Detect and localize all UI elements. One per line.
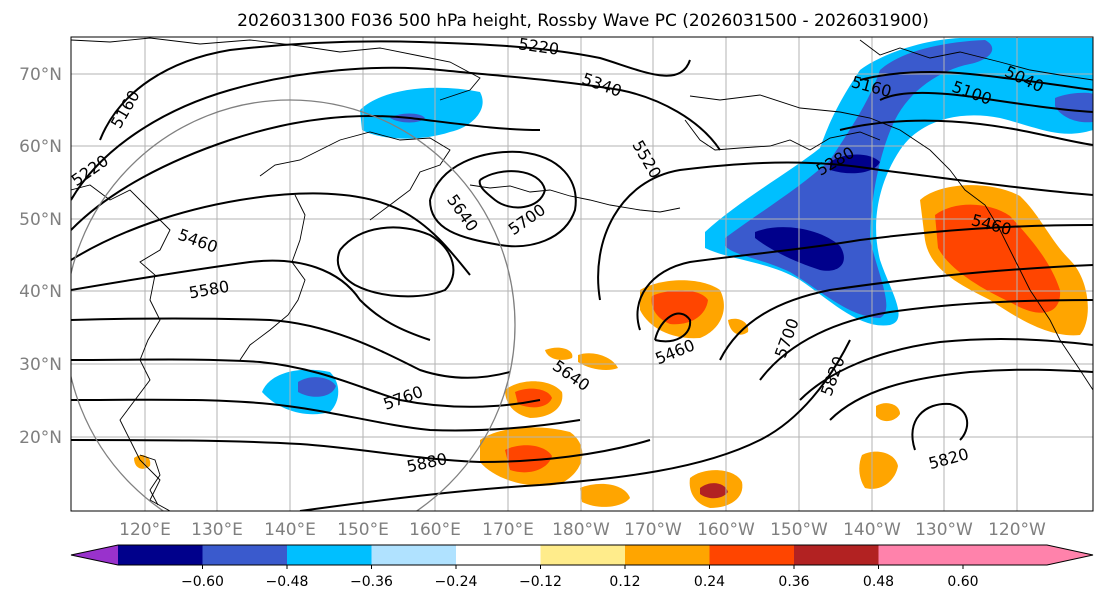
colorbar-tick-label: −0.60 xyxy=(181,574,224,590)
map-frame xyxy=(70,36,1094,512)
lon-label: 160°W xyxy=(697,520,755,540)
colorbar-extend-max xyxy=(963,545,1093,565)
colorbar-tick-marks xyxy=(202,565,964,569)
map-panel: 5160 5220 5220 5340 5520 5640 5700 5460 … xyxy=(70,34,1094,512)
lat-label: 60°N xyxy=(19,137,62,157)
pos-anomaly-region xyxy=(935,204,1061,313)
colorbar-tick-label: −0.36 xyxy=(350,574,393,590)
lon-label: 130°E xyxy=(191,520,243,540)
neg-anomaly-region xyxy=(1055,92,1093,123)
colorbar-tick-label: 0.48 xyxy=(863,574,894,590)
lat-label: 30°N xyxy=(19,355,62,375)
colorbar-tick-label: 0.12 xyxy=(609,574,640,590)
lon-label: 150°E xyxy=(337,520,389,540)
colorbar: −0.60 −0.48 −0.36 −0.24 −0.12 0.12 0.24 … xyxy=(70,544,1094,590)
colorbar-segment xyxy=(202,545,287,565)
pos-anomaly-region xyxy=(578,353,618,370)
colorbar-segment xyxy=(118,545,203,565)
lat-label: 50°N xyxy=(19,210,62,230)
lat-label: 70°N xyxy=(19,65,62,85)
lon-label: 180°W xyxy=(552,520,610,540)
lon-label: 160°E xyxy=(409,520,461,540)
colorbar-segment xyxy=(287,545,372,565)
lat-label: 20°N xyxy=(19,428,62,448)
pos-anomaly-region xyxy=(728,318,749,335)
contour-label: 5220 xyxy=(517,34,560,58)
colorbar-extend-min xyxy=(71,545,118,565)
graticule xyxy=(71,37,1093,511)
pos-anomaly-region xyxy=(505,445,552,473)
colorbar-segment xyxy=(540,545,625,565)
longitude-labels: 120°E 130°E 140°E 150°E 160°E 170°E 180°… xyxy=(119,520,1046,540)
latitude-labels: 70°N 60°N 50°N 40°N 30°N 20°N xyxy=(19,65,62,448)
colorbar-tick-label: 0.36 xyxy=(778,574,809,590)
lon-label: 150°W xyxy=(770,520,828,540)
colorbar-segment xyxy=(625,545,710,565)
lon-label: 130°W xyxy=(915,520,973,540)
lon-label: 120°E xyxy=(119,520,171,540)
colorbar-outline xyxy=(70,544,1094,566)
colorbar-segment xyxy=(794,545,879,565)
pos-anomaly-region xyxy=(859,451,898,489)
colorbar-segment xyxy=(371,545,456,565)
neg-anomaly-region xyxy=(298,377,336,397)
lon-label: 120°W xyxy=(988,520,1046,540)
colorbar-tick-label: 0.60 xyxy=(947,574,978,590)
lon-label: 140°E xyxy=(264,520,316,540)
pos-anomaly-region xyxy=(580,483,630,507)
colorbar-segment xyxy=(456,545,541,565)
lon-label: 140°W xyxy=(843,520,901,540)
colorbar-segment xyxy=(709,545,794,565)
coastlines xyxy=(71,37,1093,511)
figure-title: 2026031300 F036 500 hPa height, Rossby W… xyxy=(237,11,929,31)
pos-anomaly-region xyxy=(545,347,573,360)
lon-label: 170°W xyxy=(624,520,682,540)
colorbar-tick-label: 0.24 xyxy=(694,574,725,590)
pos-anomaly-region xyxy=(876,403,900,422)
height-contours xyxy=(71,40,1093,511)
colorbar-tick-label: −0.12 xyxy=(519,574,562,590)
neg-anomaly-region xyxy=(360,87,483,139)
pos-anomaly-region xyxy=(651,290,708,325)
lat-label: 40°N xyxy=(19,282,62,302)
colorbar-tick-label: −0.48 xyxy=(266,574,309,590)
colorbar-segment xyxy=(878,545,963,565)
colorbar-tick-label: −0.24 xyxy=(435,574,478,590)
lon-label: 170°E xyxy=(482,520,534,540)
great-circle xyxy=(71,99,516,511)
pos-anomaly-region xyxy=(700,483,728,499)
